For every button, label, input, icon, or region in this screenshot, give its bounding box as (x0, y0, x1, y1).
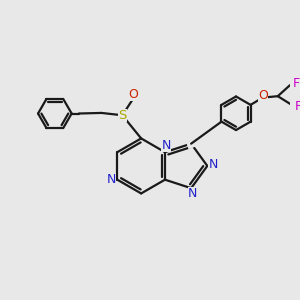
Text: N: N (208, 158, 218, 171)
Text: N: N (188, 187, 197, 200)
Text: N: N (161, 139, 171, 152)
Text: F: F (295, 100, 300, 113)
Text: O: O (258, 89, 268, 102)
Polygon shape (219, 99, 248, 133)
Text: S: S (118, 109, 127, 122)
Text: N: N (106, 172, 116, 186)
Text: F: F (293, 77, 300, 90)
Text: O: O (128, 88, 138, 101)
